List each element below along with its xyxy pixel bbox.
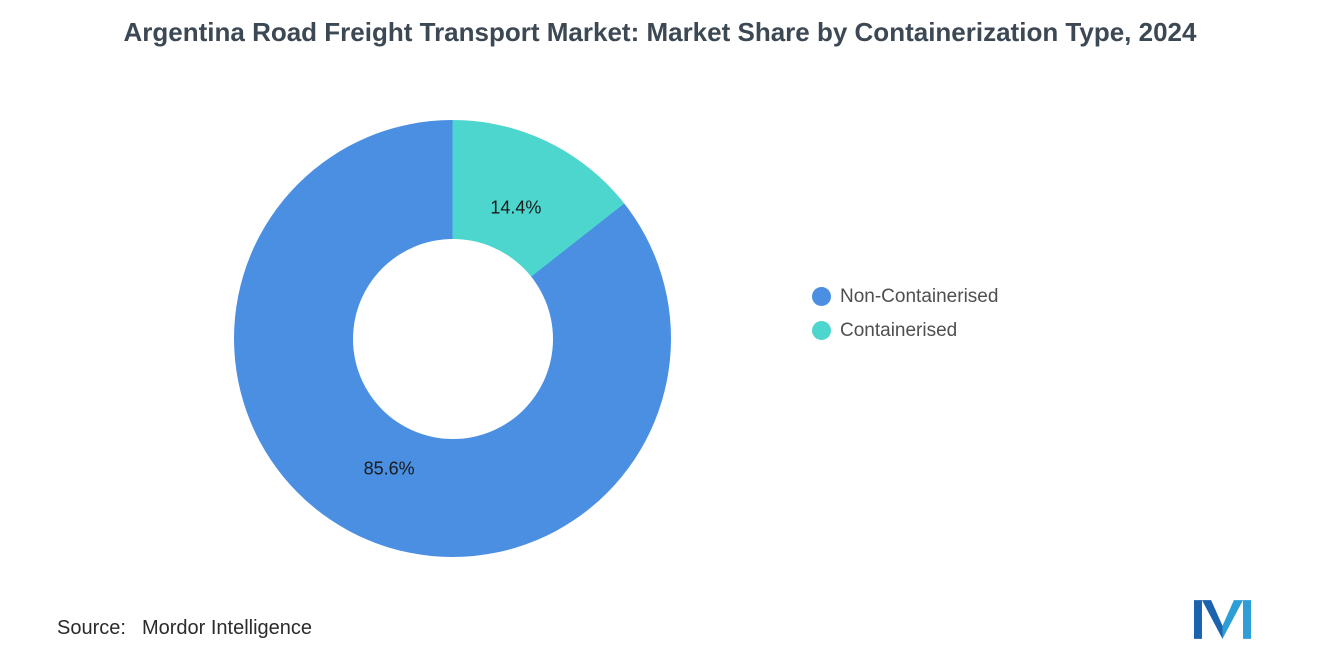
donut-chart: 14.4% 85.6% <box>234 120 671 557</box>
donut-hole <box>352 238 553 439</box>
legend-swatch-icon <box>812 321 831 340</box>
legend-label: Containerised <box>840 319 958 341</box>
legend-label: Non-Containerised <box>840 285 999 307</box>
source-line: Source: Mordor Intelligence <box>57 617 312 640</box>
legend-item[interactable]: Non-Containerised <box>812 284 998 309</box>
slice-label: 85.6% <box>363 458 415 479</box>
source-label: Source: <box>57 617 126 639</box>
legend: Non-Containerised Containerised <box>812 284 998 343</box>
slice-label: 14.4% <box>490 197 542 218</box>
source-value: Mordor Intelligence <box>141 617 313 639</box>
chart-title: Argentina Road Freight Transport Market:… <box>123 17 1197 47</box>
mordor-intelligence-logo <box>1194 600 1251 639</box>
legend-swatch-icon <box>812 287 831 306</box>
legend-item[interactable]: Containerised <box>812 318 998 343</box>
